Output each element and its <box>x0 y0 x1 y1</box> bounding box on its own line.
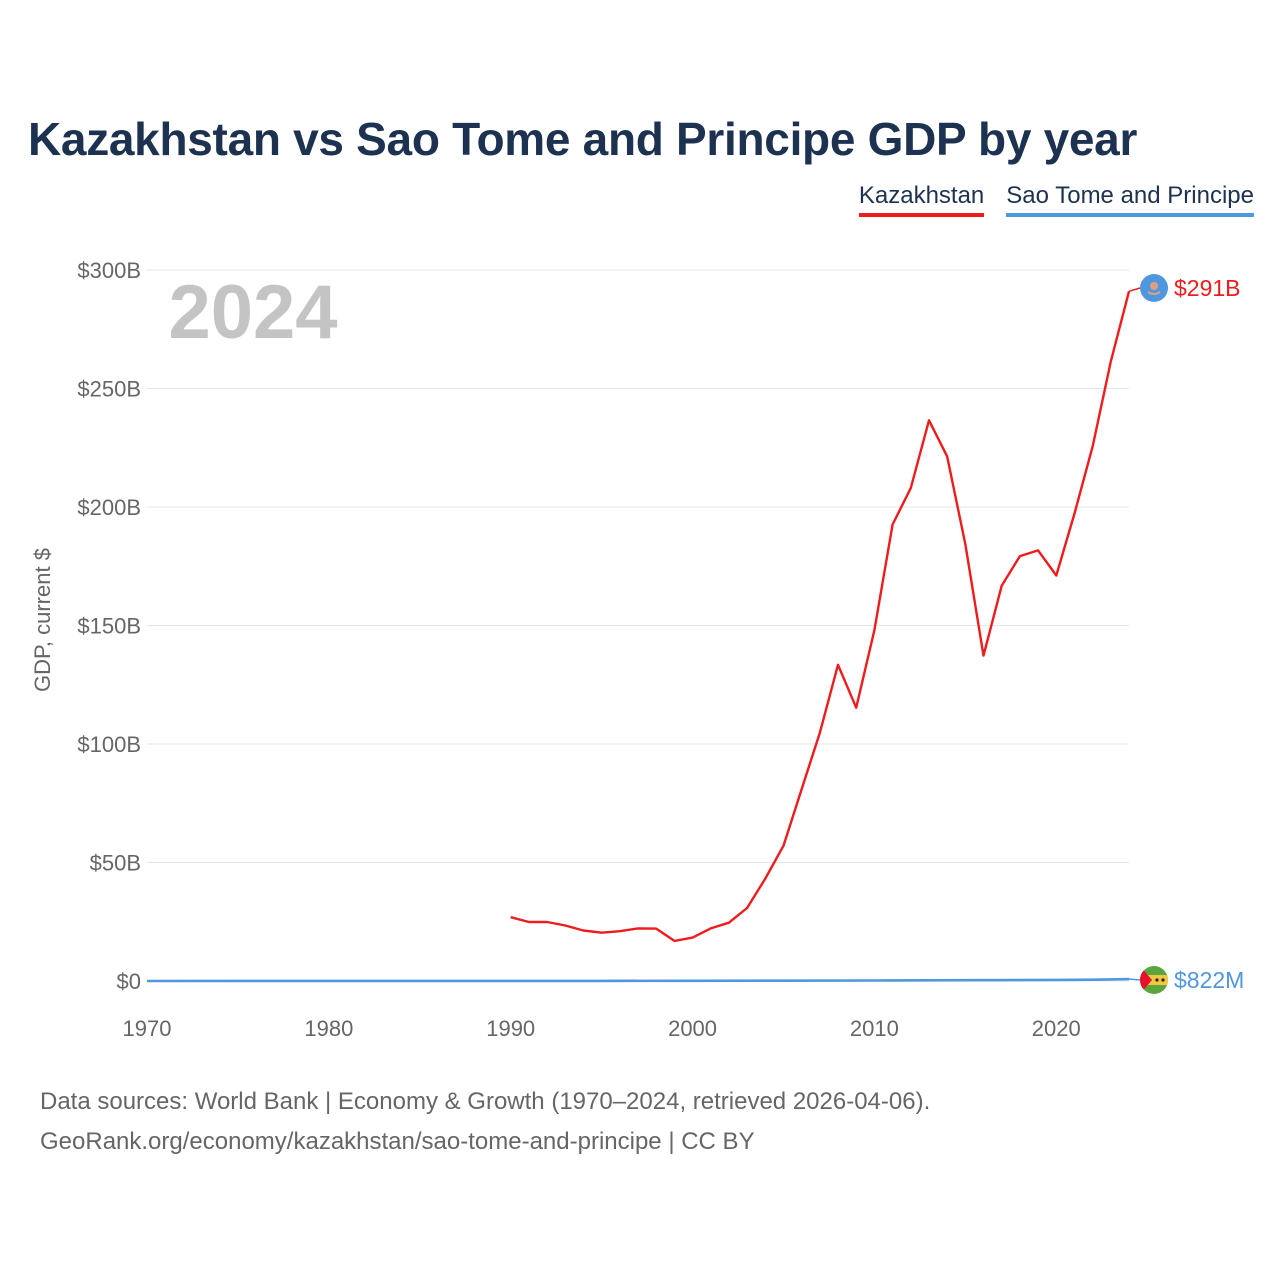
sao-tome-end-marker: $822M <box>1128 966 1244 994</box>
x-tick-label: 2010 <box>850 1016 899 1041</box>
legend-item-sao-tome[interactable]: Sao Tome and Principe <box>1006 182 1254 217</box>
y-tick-label: $100B <box>77 732 141 757</box>
y-tick-label: $0 <box>117 969 141 994</box>
sao-tome-flag-icon <box>1140 966 1168 994</box>
y-axis-title: GDP, current $ <box>30 548 55 692</box>
y-tick-label: $300B <box>77 258 141 283</box>
legend-item-kazakhstan[interactable]: Kazakhstan <box>858 182 985 217</box>
y-tick-label: $50B <box>90 851 141 876</box>
kazakhstan-flag-icon <box>1140 274 1168 302</box>
y-tick-label: $250B <box>77 377 141 402</box>
current-year-label: 2024 <box>168 270 337 355</box>
y-tick-label: $150B <box>77 614 141 639</box>
x-tick-labels: 1970 1980 1990 2000 2010 2020 <box>123 1016 1081 1041</box>
grid-lines <box>147 269 1129 982</box>
data-sources-text: Data sources: World Bank | Economy & Gro… <box>40 1088 931 1115</box>
x-tick-label: 1990 <box>486 1016 535 1041</box>
footer: Data sources: World Bank | Economy & Gro… <box>40 1082 930 1162</box>
legend: Kazakhstan Sao Tome and Principe <box>858 182 1254 217</box>
y-tick-labels: $0 $50B $100B $150B $200B $250B $300B <box>77 258 141 994</box>
sao-tome-line[interactable] <box>146 977 1130 983</box>
source-url-text[interactable]: GeoRank.org/economy/kazakhstan/sao-tome-… <box>40 1128 755 1155</box>
chart-title: Kazakhstan vs Sao Tome and Principe GDP … <box>28 113 1138 165</box>
kazakhstan-connector <box>1128 287 1141 293</box>
x-tick-label: 1980 <box>304 1016 353 1041</box>
x-tick-label: 1970 <box>123 1016 172 1041</box>
x-tick-label: 2000 <box>668 1016 717 1041</box>
kazakhstan-end-marker: $291B <box>1128 274 1241 302</box>
kazakhstan-line[interactable] <box>510 290 1131 943</box>
sao-tome-end-value: $822M <box>1174 967 1244 993</box>
x-tick-label: 2020 <box>1032 1016 1081 1041</box>
kazakhstan-end-value: $291B <box>1174 275 1241 301</box>
y-tick-label: $200B <box>77 495 141 520</box>
sao-tome-connector <box>1128 978 1141 981</box>
series-lines <box>146 290 1131 983</box>
